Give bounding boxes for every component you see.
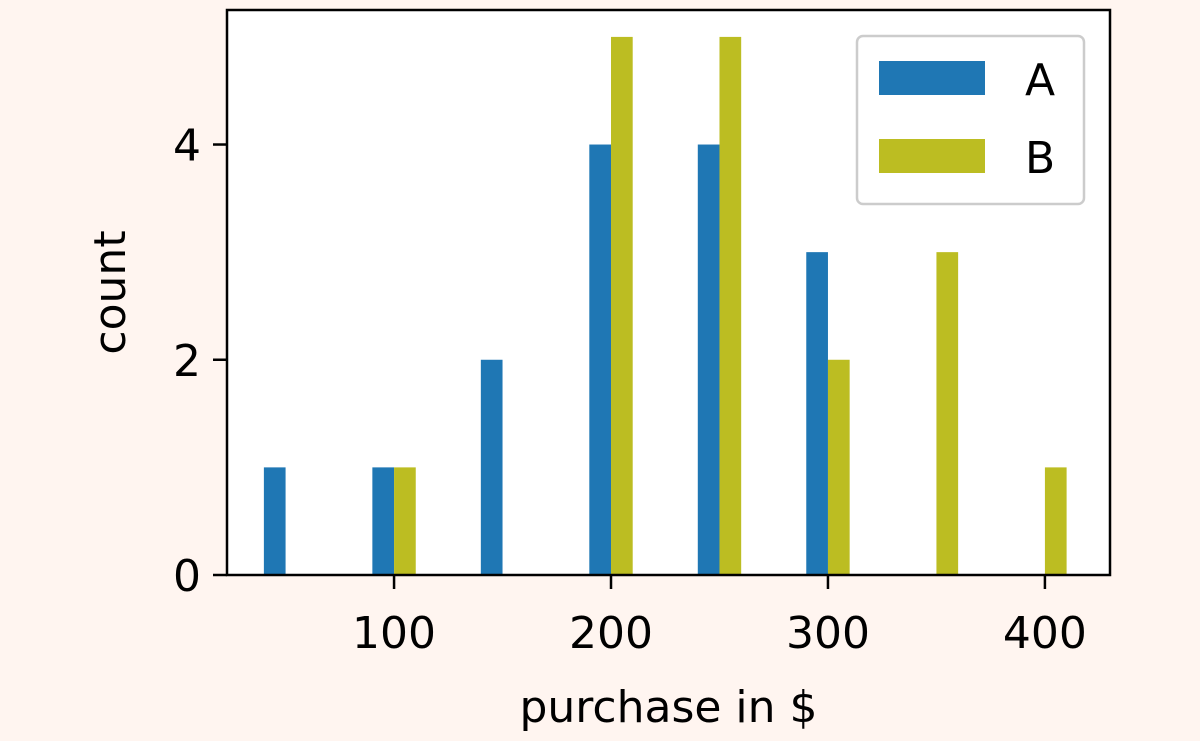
bar-A-45 — [263, 467, 286, 575]
bar-B-255 — [719, 36, 742, 575]
legend-swatch-B — [879, 139, 985, 173]
bar-B-105 — [394, 467, 416, 575]
x-tick-label: 400 — [1003, 608, 1087, 659]
bar-A-295 — [806, 252, 828, 575]
bar-A-245 — [697, 144, 720, 575]
y-tick-label: 2 — [173, 336, 201, 387]
bar-A-145 — [480, 359, 503, 575]
plot-frame — [225, 8, 1112, 577]
bar-B-305 — [827, 359, 850, 575]
y-axis-label: count — [85, 230, 136, 354]
y-tick-label: 4 — [173, 121, 201, 172]
x-tick-label: 200 — [569, 608, 653, 659]
bars-layer — [263, 36, 1067, 575]
bar-B-355 — [936, 252, 959, 575]
x-axis-ticks: 100 200 300 400 — [352, 575, 1087, 659]
bar-B-405 — [1044, 467, 1067, 575]
bar-B-205 — [611, 36, 633, 575]
bar-A-95 — [372, 467, 395, 575]
x-tick-label: 300 — [786, 608, 870, 659]
x-tick-label: 100 — [352, 608, 436, 659]
y-axis-ticks: 0 2 4 — [173, 121, 227, 602]
legend-swatch-A — [879, 61, 985, 95]
legend-label-A: A — [1025, 55, 1055, 106]
bar-A-195 — [589, 144, 612, 575]
legend-label-B: B — [1025, 133, 1055, 184]
y-tick-label: 0 — [173, 551, 201, 602]
legend: AB — [855, 34, 1086, 206]
x-axis-label: purchase in $ — [519, 682, 817, 733]
